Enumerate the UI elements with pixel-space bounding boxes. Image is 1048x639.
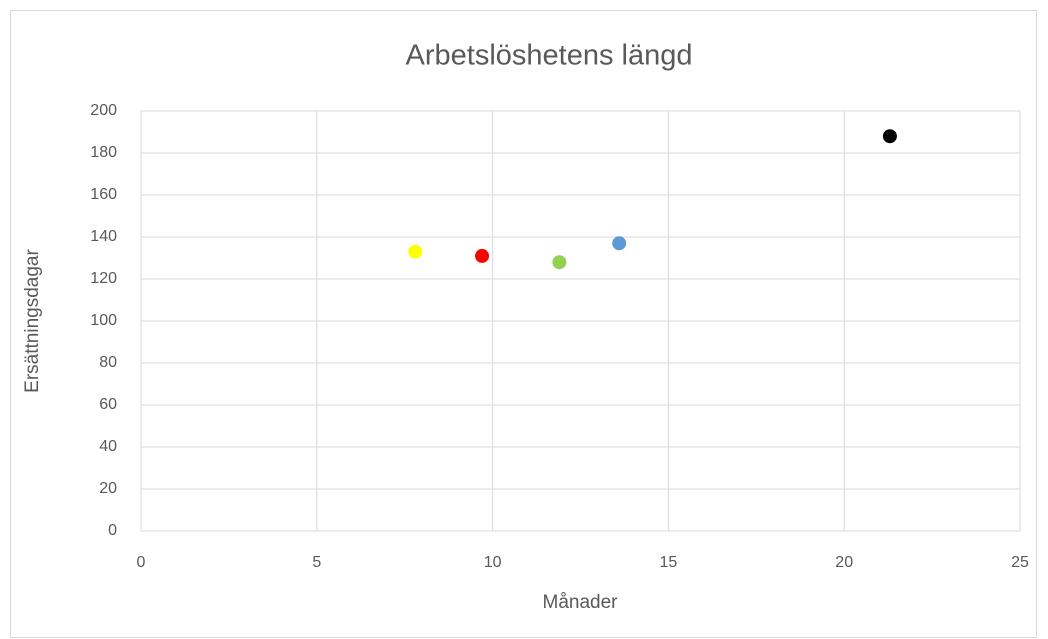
y-tick-label: 180 xyxy=(90,144,117,161)
chart-border xyxy=(10,10,1037,638)
x-tick-label: 15 xyxy=(660,554,678,571)
x-tick-label: 25 xyxy=(1011,554,1029,571)
y-tick-label: 40 xyxy=(99,438,117,455)
x-tick-label: 10 xyxy=(484,554,502,571)
x-tick-label: 0 xyxy=(137,554,146,571)
y-axis-title: Ersättningsdagar xyxy=(22,249,43,393)
chart-title: Arbetslöshetens längd xyxy=(406,40,693,72)
y-tick-label: 160 xyxy=(90,186,117,203)
y-tick-label: 100 xyxy=(90,312,117,329)
point xyxy=(408,244,423,259)
x-axis-title: Månader xyxy=(543,592,619,613)
y-tick-label: 60 xyxy=(99,396,117,413)
point xyxy=(475,248,490,263)
point xyxy=(612,236,627,251)
y-tick-label: 120 xyxy=(90,270,117,287)
y-tick-label: 200 xyxy=(90,102,117,119)
point xyxy=(882,129,897,144)
y-tick-label: 20 xyxy=(99,480,117,497)
y-tick-label: 80 xyxy=(99,354,117,371)
point xyxy=(552,255,567,270)
x-tick-label: 20 xyxy=(835,554,853,571)
y-tick-label: 0 xyxy=(108,522,117,539)
y-tick-label: 140 xyxy=(90,228,117,245)
x-tick-label: 5 xyxy=(312,554,321,571)
